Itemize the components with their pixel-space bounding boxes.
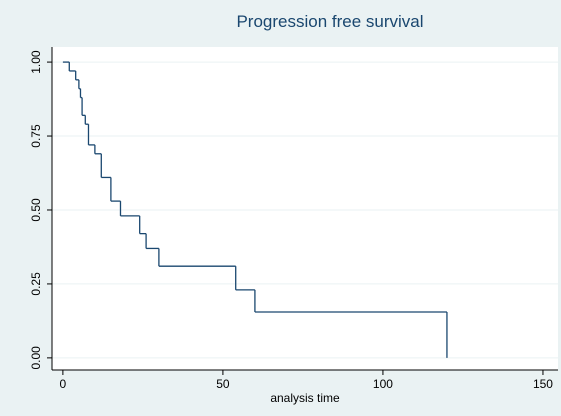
x-axis-title: analysis time bbox=[270, 391, 340, 405]
plot-area bbox=[52, 47, 558, 370]
y-tick-label: 0.25 bbox=[29, 272, 43, 296]
y-tick-label: 0.50 bbox=[29, 198, 43, 222]
x-tick-label: 100 bbox=[373, 377, 393, 391]
x-tick-label: 0 bbox=[60, 377, 67, 391]
y-tick-label: 0.75 bbox=[29, 124, 43, 148]
x-tick-label: 150 bbox=[533, 377, 553, 391]
y-tick-label: 0.00 bbox=[29, 346, 43, 370]
x-tick-label: 50 bbox=[216, 377, 230, 391]
y-tick-label: 1.00 bbox=[29, 50, 43, 74]
chart-title: Progression free survival bbox=[236, 12, 423, 31]
